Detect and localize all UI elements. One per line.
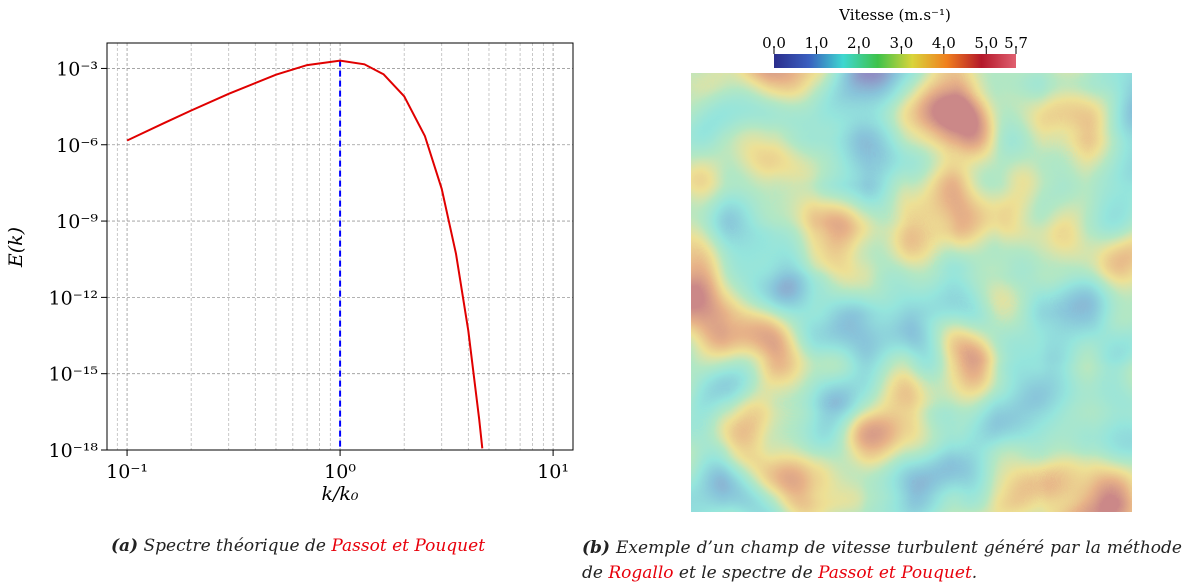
caption-label: (b)	[582, 538, 610, 558]
colorbar-title: Vitesse (m.s⁻¹)	[838, 6, 951, 24]
caption-b: (b) Exemple d’un champ de vitesse turbul…	[582, 536, 1182, 586]
caption-text: Exemple d’un champ de vitesse turbulent …	[582, 538, 1182, 583]
caption-text: Spectre théorique de	[143, 536, 332, 556]
y-tick-label: 10⁻¹⁸	[49, 440, 99, 462]
velocity-field-image	[691, 73, 1132, 512]
citation-link[interactable]: Passot et Pouquet	[331, 536, 486, 556]
x-tick-label: 10⁻¹	[106, 461, 148, 483]
x-tick-label: 10⁰	[324, 461, 356, 483]
citation-link[interactable]: Passot et Pouquet	[818, 563, 972, 583]
colorbar-tick-label: 3.0	[889, 34, 913, 52]
y-tick-label: 10⁻⁹	[56, 211, 98, 233]
colorbar-tick-label: 0.0	[762, 34, 786, 52]
spectrum-line	[126, 59, 484, 449]
x-axis-label: k/k₀	[321, 483, 358, 505]
caption-text: .	[971, 563, 978, 583]
y-tick-label: 10⁻⁶	[56, 135, 98, 157]
y-tick-label: 10⁻¹⁵	[49, 364, 98, 386]
y-tick-label: 10⁻¹²	[49, 287, 98, 309]
colorbar-tick-label: 5.0	[974, 34, 998, 52]
colorbar-tick-label: 2.0	[847, 34, 871, 52]
caption-label: (a)	[111, 536, 139, 556]
y-axis-label: E(k)	[5, 227, 27, 268]
caption-text: et le spectre de	[673, 563, 819, 583]
x-tick-label: 10¹	[537, 461, 569, 483]
y-tick-label: 10⁻³	[56, 58, 98, 80]
colorbar	[774, 54, 1016, 68]
caption-a: (a) Spectre théorique de Passot et Pouqu…	[111, 536, 485, 556]
citation-link[interactable]: Rogallo	[608, 563, 674, 583]
colorbar-tick-label: 5.7	[1004, 34, 1028, 52]
colorbar-tick-label: 4.0	[932, 34, 956, 52]
colorbar-tick-label: 1.0	[805, 34, 829, 52]
